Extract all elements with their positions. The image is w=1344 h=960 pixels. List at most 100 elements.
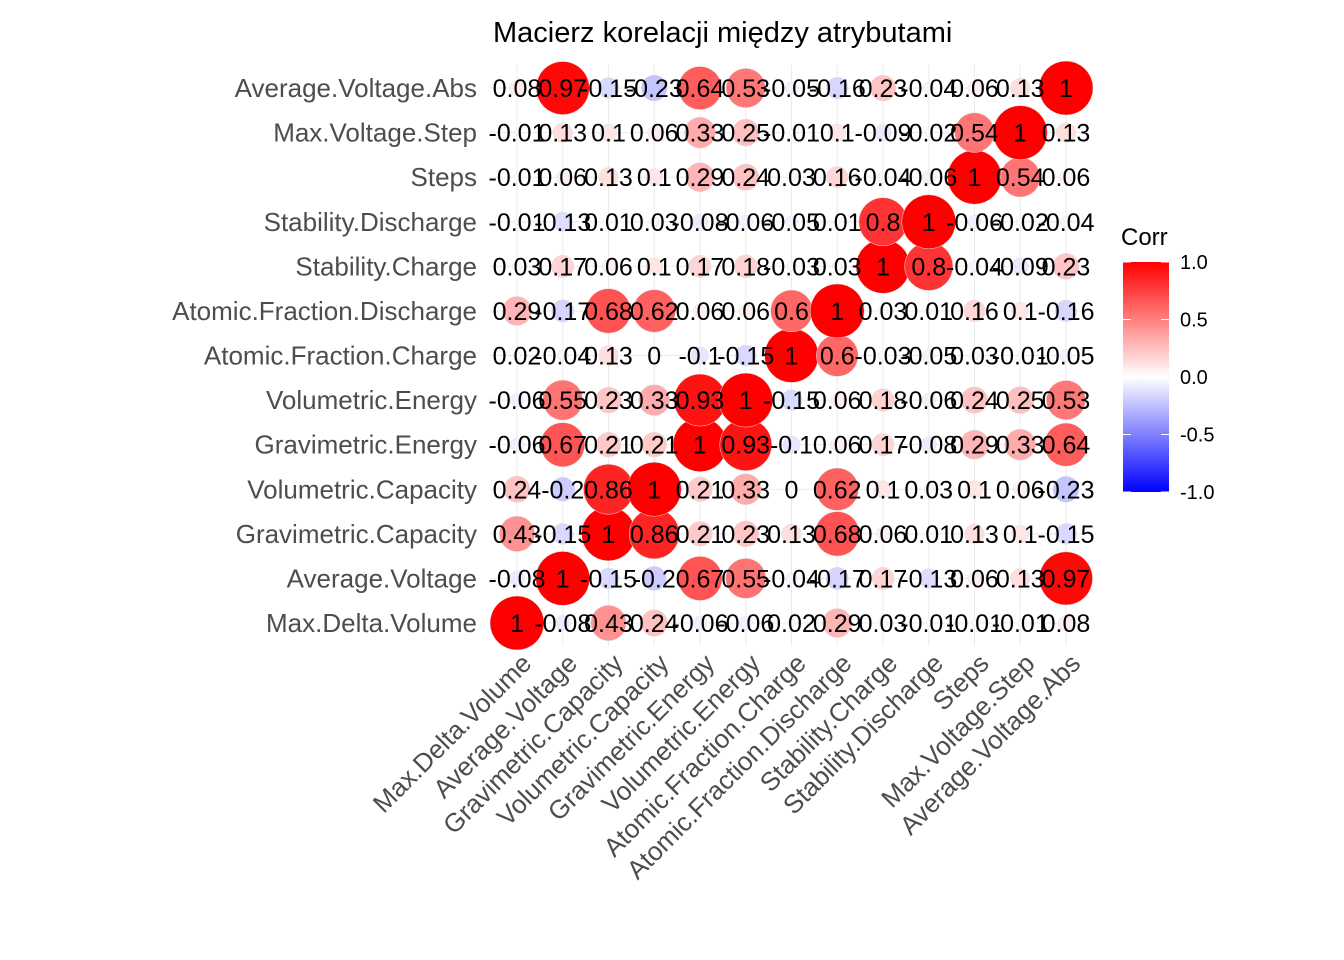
corr-value-label: -0.13 [534,209,591,237]
corr-circle [595,432,622,458]
corr-value-label: 0.13 [538,120,587,148]
corr-circle [963,299,986,322]
corr-value-label: -0.06 [717,209,774,237]
corr-circle [514,174,520,181]
corr-circle [1006,386,1034,414]
corr-circle [786,261,797,272]
corr-value-label: -0.04 [763,565,820,593]
corr-circle [640,609,668,637]
corr-value-label: 0.24 [721,164,770,192]
corr-circle [601,259,616,274]
corr-value-label: 0.33 [676,120,725,148]
corr-value-label: 1 [739,387,753,415]
corr-value-label: -0.06 [489,432,546,460]
legend-title: Corr [1121,224,1168,251]
corr-circle [1058,615,1074,631]
corr-circle [877,171,889,183]
corr-value-label: 0.06 [813,432,862,460]
corr-value-label: 0.1 [637,164,672,192]
corr-value-label: 0.97 [1042,565,1091,593]
corr-value-label: 0.86 [630,521,679,549]
corr-value-label: -0.06 [489,387,546,415]
corr-circle [901,194,956,250]
corr-circle [1052,253,1080,280]
corr-circle [1016,217,1025,226]
corr-value-label: 0.06 [996,476,1045,504]
corr-circle [788,129,795,136]
corr-value-label: 0.54 [950,120,999,148]
corr-value-label: -0.04 [534,343,591,371]
corr-value-label: 0.06 [584,253,633,281]
corr-circle [959,429,990,460]
corr-circle [641,566,667,591]
corr-circle [597,77,620,99]
corr-circle [924,128,933,137]
corr-value-label: 0.55 [721,565,770,593]
corr-value-label: 0.03 [950,343,999,371]
corr-circle [874,480,892,499]
corr-value-label: 0.6 [774,298,809,326]
corr-circle [691,346,709,365]
y-tick-label: Volumetric.Capacity [247,474,477,504]
corr-circle [876,526,890,541]
corr-value-label: -0.05 [900,343,957,371]
corr-circle [489,595,545,651]
corr-value-label: 0.08 [493,75,542,103]
corr-value-label: 0.01 [813,209,862,237]
corr-circle [551,254,575,278]
corr-circle [787,618,796,628]
y-tick-label: Gravimetric.Energy [255,430,478,460]
corr-value-label: -0.08 [534,610,591,638]
corr-circle [925,620,932,626]
legend-tick-label: -1.0 [1180,482,1214,504]
corr-circle [923,82,935,94]
corr-value-label: 0 [785,476,799,504]
corr-value-label: 0.93 [721,432,770,460]
corr-value-label: 0.24 [630,610,679,638]
corr-value-label: -0.03 [763,253,820,281]
corr-circle [782,435,801,454]
corr-circle [1013,482,1028,497]
corr-value-label: -0.05 [763,209,820,237]
corr-value-label: 0.16 [950,298,999,326]
corr-circle [687,476,713,502]
corr-circle [869,74,897,102]
corr-circle [678,66,722,110]
corr-circle [1038,60,1094,116]
corr-circle [638,384,671,416]
corr-circle [1060,216,1072,228]
corr-circle [555,170,570,185]
corr-value-label: -0.09 [855,120,912,148]
corr-circle [732,118,760,147]
corr-value-label: 0.64 [676,75,725,103]
corr-value-label: 0.25 [996,387,1045,415]
corr-circle [509,570,525,587]
corr-circle [925,530,932,537]
corr-circle [632,289,676,333]
corr-circle [510,393,524,407]
corr-value-label: -0.23 [626,75,683,103]
corr-circle [732,163,760,191]
y-tick-label: Gravimetric.Capacity [236,519,477,549]
corr-circle [1055,523,1077,545]
y-tick-label: Atomic.Fraction.Discharge [172,296,477,326]
corr-circle [503,475,531,503]
corr-circle [597,567,620,590]
corr-value-label: 0.06 [721,298,770,326]
corr-circle [921,393,936,407]
corr-value-label: 0.1 [866,476,901,504]
corr-value-label: -0.05 [763,75,820,103]
corr-circle [1004,428,1037,461]
y-tick-label: Average.Voltage.Abs [235,73,477,103]
corr-circle [688,254,712,278]
corr-circle [554,615,571,631]
corr-value-label: -0.16 [809,75,866,103]
corr-value-label: -0.04 [1038,209,1095,237]
corr-value-label: 0.29 [493,298,542,326]
corr-value-label: 0.68 [584,298,633,326]
corr-value-label: -0.08 [489,565,546,593]
corr-value-label: 0.03 [859,610,908,638]
y-tick-label: Average.Voltage [287,563,477,593]
corr-value-label: 0.08 [1042,610,1091,638]
